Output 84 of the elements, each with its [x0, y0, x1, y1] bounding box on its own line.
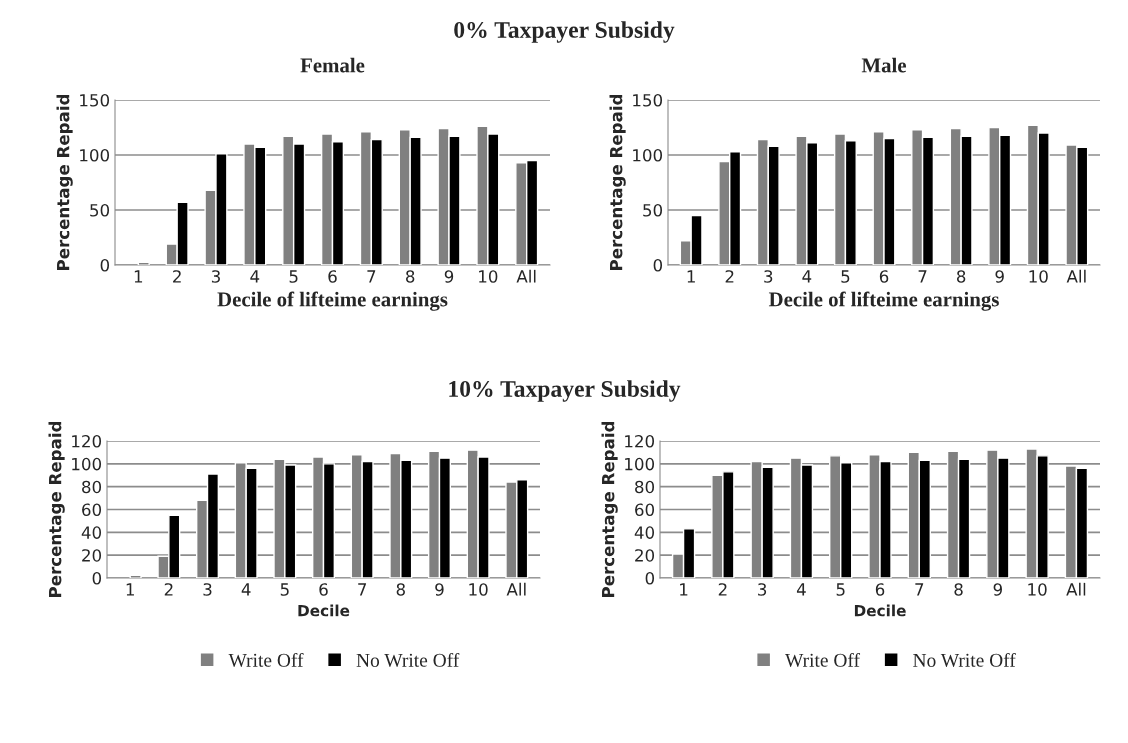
y-tick-label: 50: [90, 203, 110, 217]
x-tick-label: 4: [796, 583, 806, 596]
x-tick-label: 10: [469, 583, 488, 596]
x-tick-label: 4: [250, 270, 260, 283]
y-tick-label: 150: [633, 93, 663, 107]
chart-title: Male: [861, 57, 907, 73]
x-tick-label: 10: [1028, 583, 1047, 596]
legend-label: No Write Off: [913, 652, 1016, 667]
x-tick-label: 8: [396, 583, 405, 596]
y-tick-label: 0: [645, 571, 655, 585]
x-tick-label: All: [516, 269, 536, 283]
x-tick-label: 2: [164, 583, 173, 596]
x-tick-label: 10: [1029, 270, 1048, 283]
x-tick-label: 4: [802, 270, 812, 283]
bar: [129, 575, 142, 578]
y-tick-label: 20: [635, 549, 655, 562]
x-tick-label: 9: [444, 270, 454, 283]
x-tick-label: 2: [725, 270, 734, 283]
y-tick-label: 120: [625, 434, 655, 448]
text: 0% Taxpayer Subsidy: [454, 21, 675, 43]
legend-label: Write Off: [785, 652, 861, 667]
y-tick-label: 20: [82, 549, 102, 562]
x-tick-label: 6: [879, 270, 889, 283]
x-axis-title: Decile of lifteime earnings: [217, 291, 448, 311]
x-axis-title: Decile of lifteime earnings: [768, 291, 999, 311]
y-axis-title: Percentage Repaid: [601, 421, 618, 597]
x-tick-label: 3: [758, 583, 767, 596]
x-tick-label: 9: [993, 583, 1002, 596]
x-tick-label: 5: [836, 583, 845, 596]
x-tick-label: 7: [367, 270, 376, 283]
y-tick-label: 60: [635, 503, 655, 517]
x-tick-label: 6: [319, 583, 328, 596]
x-tick-label: 8: [956, 270, 966, 283]
y-tick-label: 100: [72, 457, 102, 471]
chart-title: Female: [300, 57, 365, 73]
x-tick-label: 7: [918, 270, 927, 283]
x-axis-title: Decile: [854, 604, 906, 617]
y-tick-label: 0: [92, 571, 102, 585]
x-tick-label: 4: [241, 583, 251, 596]
y-axis-title: Percentage Repaid: [609, 94, 626, 270]
y-axis-title: Percentage Repaid: [48, 421, 65, 597]
x-tick-label: 1: [687, 270, 695, 283]
y-tick-label: 100: [80, 148, 110, 162]
y-tick-label: 40: [634, 526, 655, 539]
x-tick-label: 3: [211, 270, 220, 283]
x-axis-title: Decile: [298, 604, 350, 617]
x-tick-label: 2: [718, 583, 727, 596]
x-tick-label: 5: [280, 583, 289, 596]
legend-label: No Write Off: [356, 652, 460, 667]
x-tick-label: 3: [764, 270, 773, 283]
x-tick-label: 5: [289, 270, 298, 283]
x-tick-label: 8: [954, 583, 963, 596]
x-tick-label: 1: [680, 583, 688, 596]
y-tick-label: 150: [80, 93, 110, 107]
y-tick-label: 80: [635, 480, 655, 494]
y-tick-label: 60: [82, 503, 102, 517]
x-tick-label: 2: [173, 270, 181, 283]
x-tick-label: 1: [126, 583, 134, 596]
x-tick-label: 8: [406, 270, 415, 283]
y-tick-label: 0: [100, 258, 110, 272]
y-tick-label: 100: [625, 457, 655, 471]
x-tick-label: 10: [479, 270, 498, 283]
y-tick-label: 120: [72, 434, 102, 448]
y-tick-label: 0: [653, 258, 663, 272]
x-tick-label: 9: [435, 583, 444, 596]
x-tick-label: All: [506, 582, 526, 596]
y-tick-label: 50: [643, 203, 663, 217]
legend-label: Write Off: [228, 652, 304, 667]
x-tick-label: 1: [134, 270, 143, 283]
x-tick-label: 9: [995, 270, 1004, 283]
bar: [137, 262, 150, 265]
x-tick-label: 6: [328, 270, 337, 283]
x-tick-label: 6: [875, 583, 885, 596]
y-axis-title: Percentage Repaid: [56, 94, 73, 270]
y-tick-label: 100: [633, 148, 663, 162]
y-tick-label: 40: [81, 526, 102, 539]
x-tick-label: 5: [841, 270, 850, 283]
x-tick-label: 7: [358, 583, 367, 596]
x-tick-label: 3: [203, 583, 212, 596]
x-tick-label: All: [1066, 582, 1086, 596]
x-tick-label: 7: [915, 583, 924, 596]
x-tick-label: All: [1066, 269, 1086, 283]
text: 10% Taxpayer Subsidy: [449, 380, 681, 402]
y-tick-label: 80: [82, 480, 102, 494]
